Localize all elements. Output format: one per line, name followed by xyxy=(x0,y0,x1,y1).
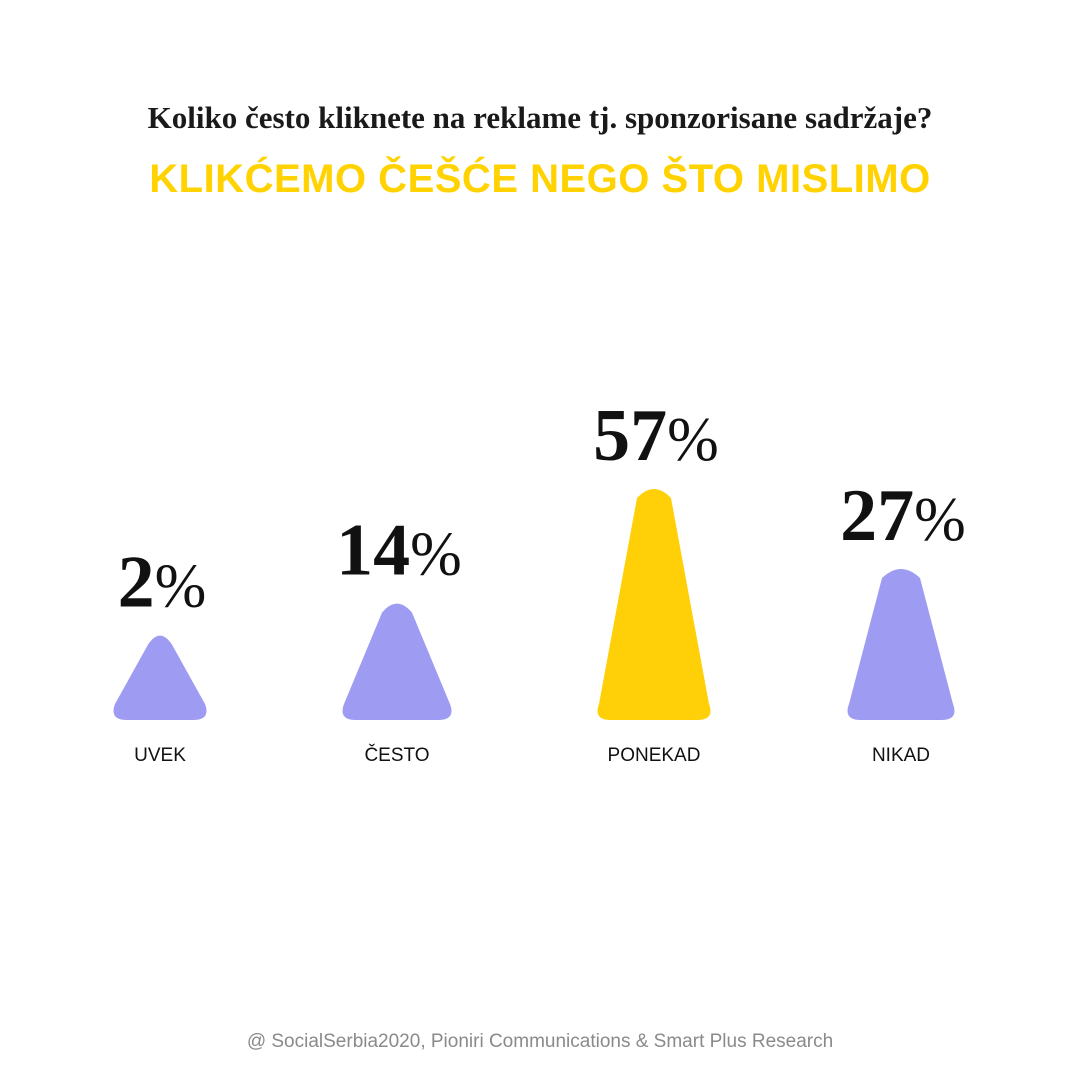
question-title: Koliko često kliknete na reklame tj. spo… xyxy=(147,100,933,135)
value-label-nikad: 27% xyxy=(840,475,966,557)
category-label-ponekad: PONEKAD xyxy=(608,745,701,766)
bar-cesto xyxy=(342,603,452,720)
bar-ponekad xyxy=(597,489,711,720)
value-label-uvek: 2% xyxy=(118,542,207,624)
value-label-ponekad: 57% xyxy=(593,395,719,477)
category-label-cesto: ČESTO xyxy=(364,744,429,766)
headline: KLIKĆEMO ČEŠĆE NEGO ŠTO MISLIMO xyxy=(149,157,931,201)
bar-nikad xyxy=(847,569,955,720)
source-credit: @ SocialSerbia2020, Pioniri Communicatio… xyxy=(246,1031,834,1052)
bar-uvek xyxy=(113,635,207,720)
category-label-uvek: UVEK xyxy=(134,745,186,766)
category-label-nikad: NIKAD xyxy=(872,745,930,766)
value-label-cesto: 14% xyxy=(336,510,462,592)
